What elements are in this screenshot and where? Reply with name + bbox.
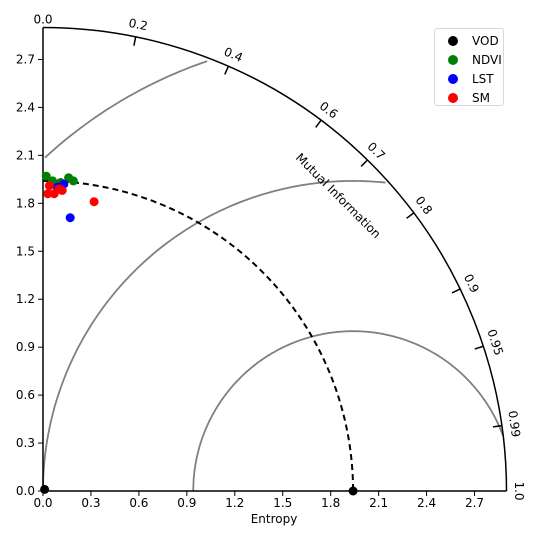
data-point-sm [43,189,53,199]
reference-arc [42,179,355,492]
arc-tick-mark [360,159,368,167]
arc-axis-label: Mutual Information [293,150,384,241]
legend: VOD NDVI LST SM [434,28,504,106]
arc-tick-label: 0.9 [461,272,482,295]
arc-tick-label: 0.8 [412,194,435,218]
x-tick-label: 0.0 [33,496,52,510]
y-tick-label: 1.5 [16,244,35,258]
y-tick-label: 1.2 [16,292,35,306]
legend-label: LST [472,72,494,86]
legend-marker [448,36,458,46]
x-tick-label: 2.1 [369,496,388,510]
data-point-sm [57,186,67,195]
arc-tick-mark [492,424,502,428]
arc-tick-label: 0.95 [484,327,506,357]
x-tick-label: 0.6 [129,496,148,510]
x-tick-label: 0.9 [177,496,196,510]
legend-marker [448,93,458,103]
x-axis-label: Entropy [251,512,298,526]
legend-marker [448,74,458,84]
arc-tick-label: 1.0 [512,481,526,500]
arc-tick-mark [474,345,484,350]
legend-item-vod: VOD [435,32,505,50]
outer-arc [42,26,508,492]
y-tick-label: 0.0 [16,484,35,498]
y-tick-label: 2.4 [16,100,35,114]
legend-label: NDVI [472,53,502,67]
arc-tick-label: 0.7 [364,139,387,162]
x-tick-label: 2.4 [417,496,436,510]
y-tick-label: 0.3 [16,436,35,450]
rmsd-contour-1 [192,330,504,492]
y-tick-label: 2.1 [16,148,35,162]
y-tick-label: 0.6 [16,388,35,402]
arc-tick-mark [406,212,415,219]
rmsd-contour-3 [44,60,208,159]
x-tick-label: 2.7 [465,496,484,510]
arc-tick-mark [451,288,461,294]
arc-tick-label: 0.0 [33,13,52,27]
legend-item-sm: SM [435,89,505,107]
x-tick-label: 0.3 [81,496,100,510]
y-tick-label: 0.9 [16,340,35,354]
x-tick-label: 1.5 [273,496,292,510]
legend-item-ndvi: NDVI [435,51,505,69]
arc-tick-label: 0.4 [222,45,245,65]
data-point-lst [65,213,75,223]
rmsd-contour-2 [42,179,386,491]
arc-tick-label: 0.6 [317,99,341,122]
data-point-ndvi [68,176,78,186]
data-point-sm [89,197,99,207]
data-point-vod [348,486,358,496]
legend-item-lst: LST [435,70,505,88]
y-tick-label: 1.8 [16,196,35,210]
arc-tick-label: 0.99 [505,410,523,438]
arc-tick-mark [315,119,322,128]
arc-tick-label: 0.2 [127,16,149,34]
legend-marker [448,55,458,65]
data-point-ndvi [41,171,51,181]
legend-label: VOD [472,34,499,48]
y-tick-label: 2.7 [16,52,35,66]
data-point-vod [40,484,50,494]
arc-tick-mark [133,36,137,46]
x-tick-label: 1.8 [321,496,340,510]
x-tick-label: 1.2 [225,496,244,510]
data-point-sm [44,181,54,191]
arc-tick-mark [224,65,230,75]
legend-label: SM [472,91,490,105]
